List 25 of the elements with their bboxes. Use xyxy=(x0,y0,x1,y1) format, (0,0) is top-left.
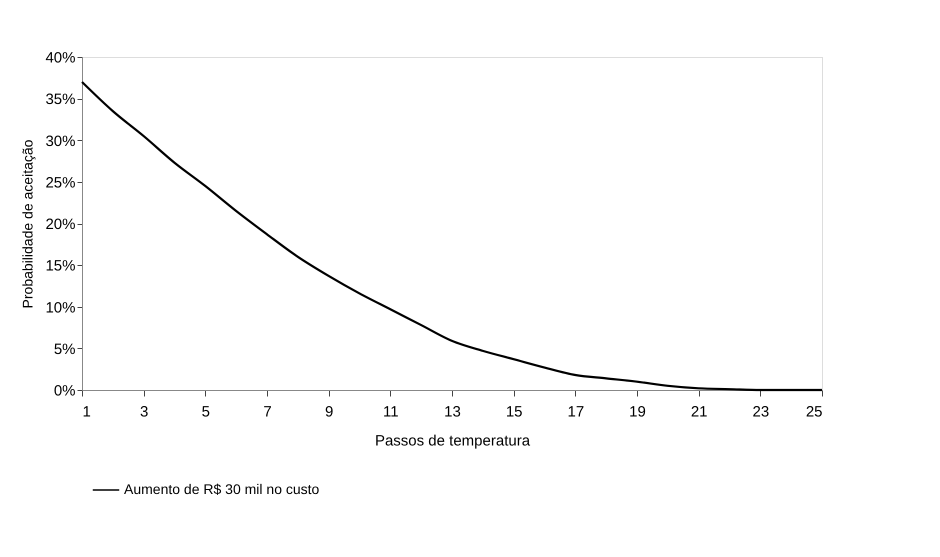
y-tick-label: 10% xyxy=(45,299,76,316)
y-tick-label: 35% xyxy=(45,91,76,108)
x-tick-label: 19 xyxy=(629,404,646,420)
x-tick-label: 15 xyxy=(506,404,523,420)
y-tick-label: 30% xyxy=(45,132,76,150)
x-tick-label: 9 xyxy=(324,404,334,420)
x-tick-label: 1 xyxy=(82,404,91,420)
y-tick-label: 40% xyxy=(45,50,76,66)
x-axis-title: Passos de temperatura xyxy=(374,432,531,450)
y-tick-label: 15% xyxy=(45,258,76,275)
y-tick-label: 5% xyxy=(54,340,76,358)
x-tick-label: 7 xyxy=(263,404,272,420)
x-tick-label: 5 xyxy=(202,404,210,420)
y-tick-label: 25% xyxy=(45,174,76,192)
y-tick-label: 20% xyxy=(45,216,76,233)
y-axis-title: Probabilidade de aceitação xyxy=(19,139,36,308)
legend-label: Aumento de R$ 30 mil no custo xyxy=(124,481,320,497)
x-tick-label: 25 xyxy=(806,404,822,420)
x-tick-label: 17 xyxy=(567,404,584,420)
x-tick-label: 11 xyxy=(383,404,399,420)
x-tick-label: 13 xyxy=(444,404,461,420)
x-tick-label: 23 xyxy=(752,404,770,420)
y-tick-label: 0% xyxy=(54,382,76,400)
x-tick-label: 3 xyxy=(140,404,148,420)
x-tick-label: 21 xyxy=(690,404,708,420)
